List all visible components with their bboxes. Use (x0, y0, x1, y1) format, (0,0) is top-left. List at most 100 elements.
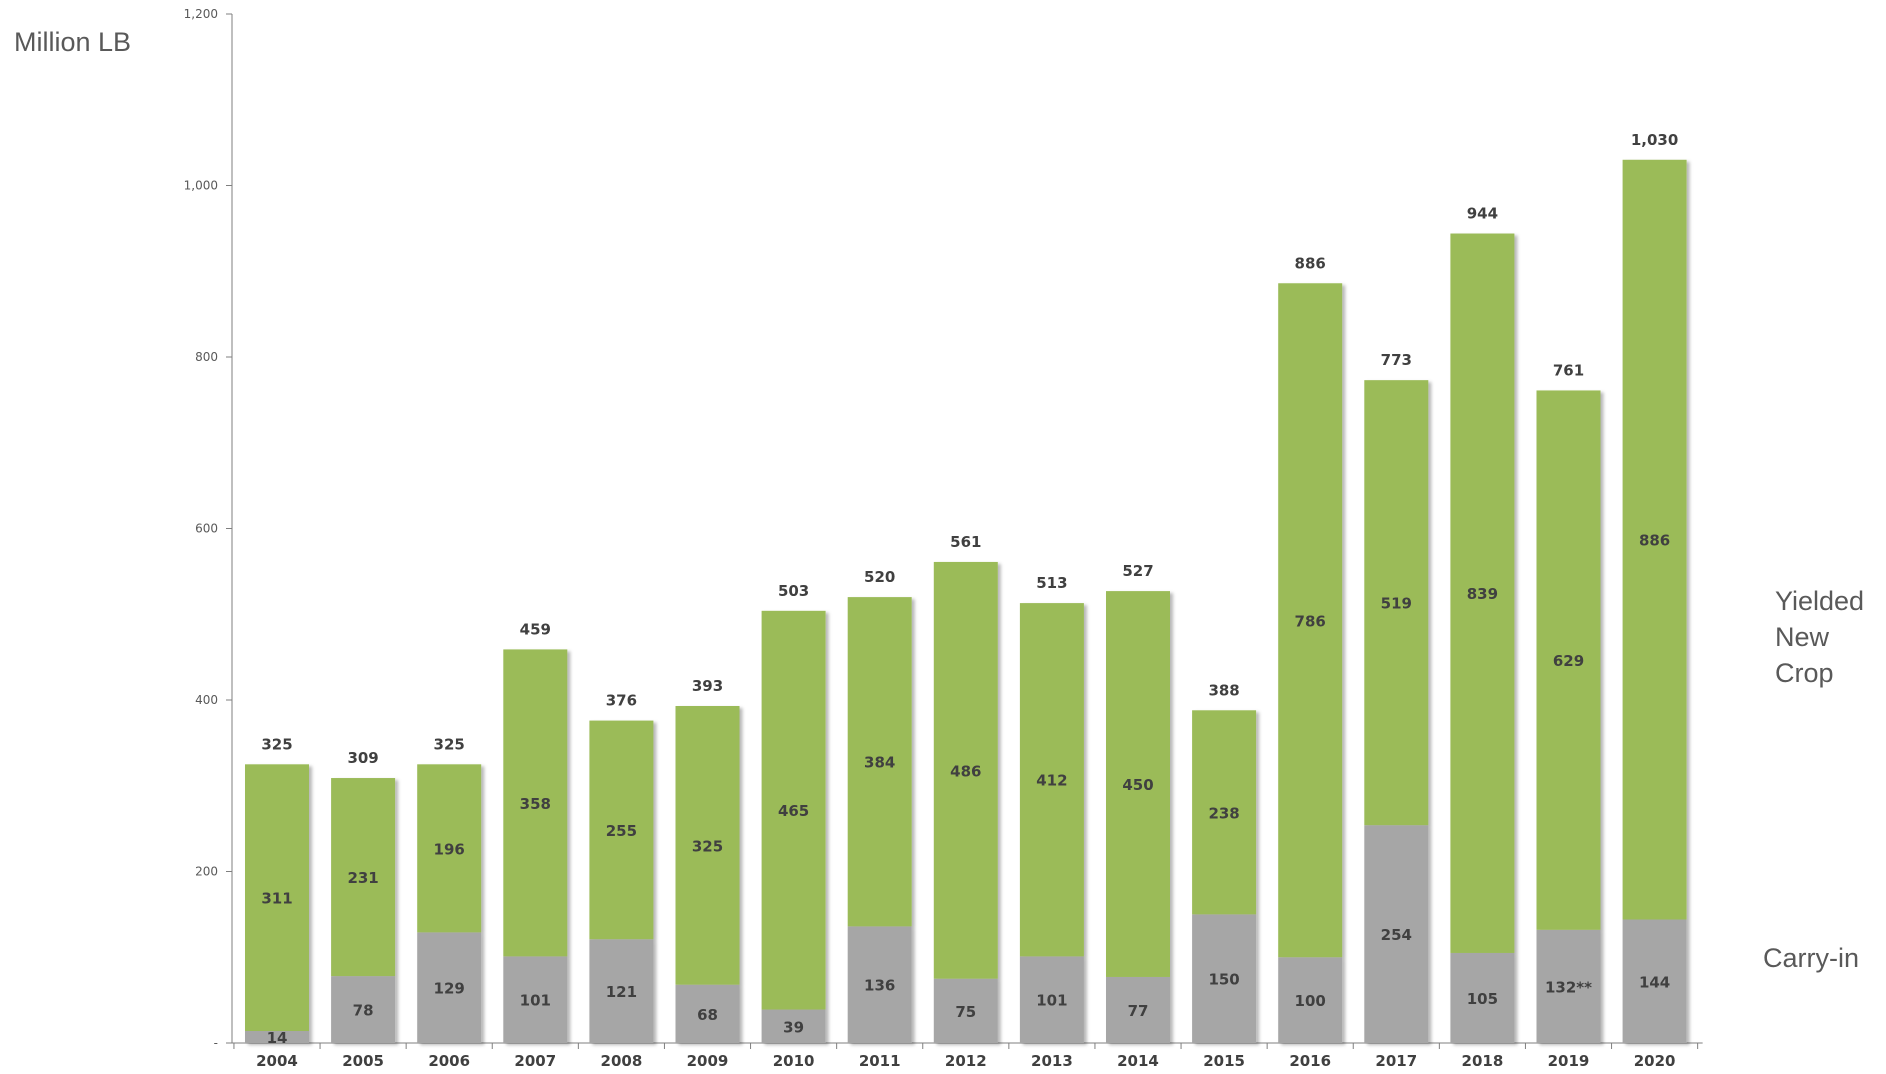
data-label-total: 376 (606, 692, 637, 710)
bar-carry-in (1019, 956, 1084, 1043)
bar-yielded-new-crop (1278, 283, 1343, 958)
x-tick-label: 2009 (687, 1052, 729, 1070)
bar-carry-in (1192, 914, 1257, 1043)
data-label-carry-in: 77 (1128, 1002, 1149, 1020)
data-label-carry-in: 39 (783, 1018, 804, 1036)
data-label-yielded-new-crop: 839 (1467, 585, 1498, 603)
data-label-yielded-new-crop: 486 (950, 762, 981, 780)
data-label-yielded-new-crop: 325 (692, 837, 723, 855)
bar-stack (1536, 390, 1601, 1043)
data-label-carry-in: 144 (1639, 973, 1670, 991)
bar-carry-in (589, 939, 654, 1043)
x-tick-label: 2015 (1203, 1052, 1245, 1070)
data-label-total: 325 (261, 735, 292, 753)
y-tick-label: 1,200 (184, 7, 218, 21)
bar-stack (245, 764, 309, 1043)
data-label-carry-in: 14 (267, 1029, 288, 1047)
data-label-carry-in: 75 (955, 1003, 976, 1021)
bar-yielded-new-crop (1450, 233, 1515, 953)
bar-yielded-new-crop (417, 764, 482, 933)
bar-stack (761, 610, 826, 1043)
data-label-yielded-new-crop: 311 (261, 890, 292, 908)
data-label-total: 503 (778, 582, 809, 600)
data-label-total: 309 (347, 749, 378, 767)
y-tick-label: - (214, 1036, 218, 1050)
x-tick-label: 2012 (945, 1052, 987, 1070)
y-tick-label: 200 (195, 865, 218, 879)
x-tick-label: 2016 (1289, 1052, 1331, 1070)
bar-carry-in (1106, 976, 1170, 1043)
bar-stack (1019, 603, 1084, 1043)
data-label-total: 944 (1467, 205, 1498, 223)
data-label-carry-in: 136 (864, 977, 895, 995)
data-label-yielded-new-crop: 238 (1208, 804, 1239, 822)
data-label-total: 773 (1381, 351, 1412, 369)
y-tick-label: 600 (195, 522, 218, 536)
x-tick-label: 2010 (773, 1052, 815, 1070)
bar-carry-in (1278, 957, 1343, 1043)
bar-yielded-new-crop (1622, 159, 1687, 920)
x-tick-label: 2004 (256, 1052, 298, 1070)
bar-stack (847, 597, 912, 1043)
data-label-total: 886 (1295, 254, 1326, 272)
data-label-total: 388 (1208, 681, 1239, 699)
data-label-total: 1,030 (1631, 131, 1678, 149)
x-tick-label: 2018 (1462, 1052, 1504, 1070)
data-label-carry-in: 254 (1381, 926, 1412, 944)
data-label-yielded-new-crop: 465 (778, 802, 809, 820)
data-label-total: 561 (950, 533, 981, 551)
bar-stack (1278, 283, 1343, 1043)
bar-stack (417, 764, 482, 1043)
bar-carry-in (417, 932, 482, 1043)
bar-stack (1192, 710, 1257, 1043)
bar-stack (1622, 159, 1687, 1043)
data-label-total: 761 (1553, 361, 1584, 379)
chart-bars (245, 159, 1687, 1043)
bar-carry-in (847, 926, 912, 1043)
data-label-carry-in: 132** (1545, 978, 1592, 996)
bar-yielded-new-crop (847, 597, 912, 927)
bar-carry-in (503, 956, 568, 1043)
bar-stack (589, 720, 654, 1043)
y-tick-label: 400 (195, 693, 218, 707)
bar-carry-in (1536, 929, 1601, 1043)
bar-yielded-new-crop (1192, 710, 1257, 915)
data-label-yielded-new-crop: 255 (606, 822, 637, 840)
bar-yielded-new-crop (245, 764, 309, 1031)
data-label-total: 527 (1122, 562, 1153, 580)
bar-carry-in (1364, 825, 1429, 1043)
chart-labels: 14 311 325 2004 78 231 309 2005 129 196 325 2006 101… (256, 131, 1678, 1070)
bar-stack (933, 561, 998, 1043)
data-label-carry-in: 101 (520, 992, 551, 1010)
data-label-carry-in: 100 (1295, 992, 1326, 1010)
bar-carry-in (675, 984, 740, 1043)
data-label-carry-in: 150 (1208, 971, 1239, 989)
data-label-carry-in: 105 (1467, 990, 1498, 1008)
x-tick-label: 2013 (1031, 1052, 1073, 1070)
y-tick-label: 800 (195, 350, 218, 364)
data-label-yielded-new-crop: 519 (1381, 595, 1412, 613)
data-label-total: 513 (1036, 574, 1067, 592)
data-label-carry-in: 78 (353, 1002, 374, 1020)
bar-stack (503, 649, 568, 1043)
bar-yielded-new-crop (331, 778, 396, 977)
x-tick-label: 2020 (1634, 1052, 1676, 1070)
y-tick-label: 1,000 (184, 179, 218, 193)
bar-carry-in (331, 976, 396, 1043)
data-label-total: 393 (692, 677, 723, 695)
data-label-yielded-new-crop: 196 (434, 840, 465, 858)
x-tick-label: 2019 (1548, 1052, 1590, 1070)
legend-carry-in: Carry-in (1763, 943, 1860, 973)
bar-yielded-new-crop (761, 610, 826, 1010)
data-label-yielded-new-crop: 231 (347, 869, 378, 887)
data-label-yielded-new-crop: 412 (1036, 772, 1067, 790)
data-label-total: 520 (864, 568, 895, 586)
bar-yielded-new-crop (675, 706, 740, 985)
bar-yielded-new-crop (933, 561, 998, 979)
y-axis-unit-label: Million LB (14, 27, 132, 57)
data-label-yielded-new-crop: 629 (1553, 652, 1584, 670)
x-tick-label: 2014 (1117, 1052, 1159, 1070)
bar-carry-in (761, 1009, 826, 1043)
bar-yielded-new-crop (1019, 603, 1084, 957)
bar-carry-in (1450, 952, 1515, 1043)
